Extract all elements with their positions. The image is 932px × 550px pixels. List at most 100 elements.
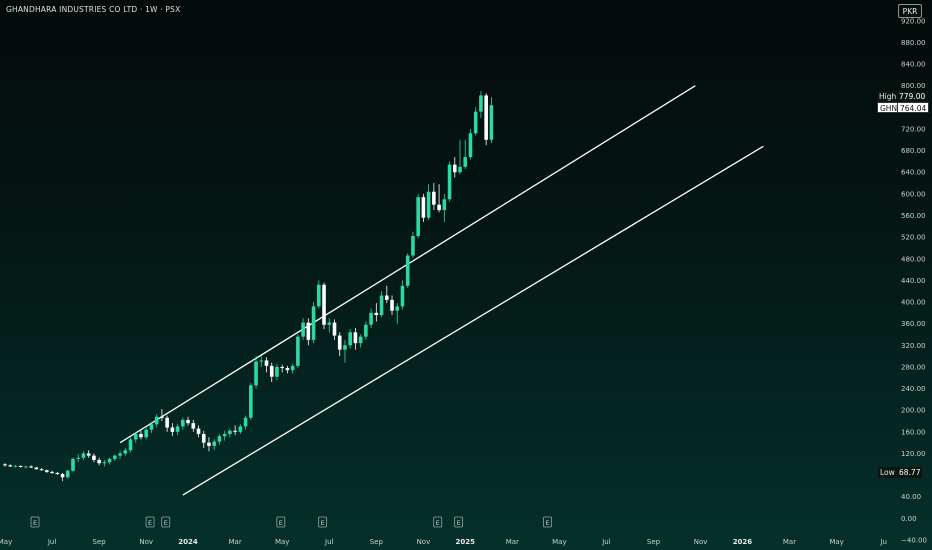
- x-tick-label: Mar: [229, 538, 242, 546]
- candle: [374, 303, 379, 322]
- candle: [452, 157, 457, 178]
- candle: [34, 466, 39, 470]
- candle-body: [222, 434, 227, 437]
- y-tick-label: 400.00: [901, 299, 926, 307]
- candle-body: [191, 423, 196, 429]
- candle-body: [296, 336, 300, 366]
- candle-body: [489, 105, 494, 140]
- candle-body: [13, 465, 18, 467]
- candle: [243, 415, 248, 430]
- candle-body: [175, 426, 180, 432]
- x-tick-label: 2025: [455, 538, 475, 546]
- candle: [123, 448, 128, 456]
- low-value: 68.77: [897, 467, 923, 478]
- candle-body: [212, 441, 216, 446]
- candle: [113, 454, 117, 462]
- y-tick-label: 840.00: [901, 61, 926, 69]
- candle-body: [254, 361, 258, 386]
- candle: [133, 431, 138, 443]
- candle: [24, 465, 28, 469]
- candle-body: [374, 312, 379, 316]
- candle: [249, 383, 253, 420]
- currency-button[interactable]: PKR: [898, 4, 922, 18]
- candle-body: [97, 459, 101, 464]
- event-label: E: [279, 519, 283, 527]
- candle: [458, 139, 462, 175]
- candle-body: [107, 458, 112, 463]
- x-tick-label: Nov: [694, 538, 708, 546]
- candle: [426, 184, 431, 220]
- candle-body: [65, 470, 70, 478]
- candles: [3, 91, 494, 482]
- event-box: [30, 516, 40, 528]
- candle: [311, 302, 316, 344]
- candle: [128, 437, 133, 453]
- high-value: 779.00: [897, 91, 928, 102]
- candle: [442, 193, 447, 222]
- candle: [228, 428, 232, 438]
- event-marker: E: [543, 516, 552, 528]
- y-tick-label: 480.00: [901, 255, 926, 263]
- channel-lines: [119, 85, 764, 496]
- x-tick-label: Sep: [93, 538, 107, 546]
- candle-body: [139, 434, 143, 438]
- event-box: [454, 516, 464, 528]
- candle: [92, 453, 96, 463]
- candle-body: [154, 416, 159, 425]
- x-tick-label: Sep: [647, 538, 661, 546]
- candle-body: [228, 430, 232, 434]
- candle: [411, 231, 415, 258]
- candle-body: [405, 255, 410, 286]
- x-tick-label: Jul: [324, 538, 334, 546]
- candle: [379, 291, 384, 318]
- candle: [364, 321, 368, 340]
- candle: [343, 339, 347, 363]
- candle-body: [280, 366, 284, 369]
- candle: [102, 459, 107, 467]
- candle: [337, 332, 342, 357]
- candle: [416, 193, 420, 239]
- y-tick-label: 200.00: [901, 407, 926, 415]
- candle-body: [348, 332, 352, 346]
- high-label: High: [877, 91, 899, 102]
- candle: [8, 464, 13, 467]
- x-tick-label: Mar: [506, 538, 519, 546]
- candle-body: [201, 434, 206, 443]
- candle: [149, 422, 154, 433]
- y-tick-label: 0.00: [901, 515, 917, 523]
- candle-body: [479, 95, 483, 112]
- chart-title: GHANDHARA INDUSTRIES CO LTD · 1W · PSX: [6, 5, 181, 14]
- candle-body: [432, 191, 436, 205]
- candle: [468, 128, 473, 160]
- candle-body: [186, 419, 190, 424]
- candle: [60, 472, 65, 482]
- candle: [280, 364, 284, 373]
- candle: [348, 329, 352, 349]
- candle-body: [468, 133, 473, 158]
- candle-body: [102, 462, 107, 464]
- event-label: E: [321, 519, 325, 527]
- x-tick-label: Mar: [783, 538, 796, 546]
- candle-body: [416, 197, 420, 237]
- candle-body: [343, 345, 347, 350]
- event-box: [543, 516, 552, 528]
- candle: [479, 91, 483, 119]
- event-box: [318, 516, 328, 528]
- candle-body: [29, 466, 33, 468]
- candle-body: [317, 284, 321, 307]
- candle-body: [437, 204, 441, 211]
- candle-body: [207, 442, 211, 446]
- event-box: [145, 516, 155, 528]
- candle: [264, 357, 269, 373]
- event-label: E: [457, 519, 461, 527]
- candle-body: [473, 111, 478, 134]
- candle-body: [8, 465, 13, 467]
- candle: [484, 93, 488, 146]
- candle: [170, 423, 175, 437]
- candle: [39, 468, 44, 471]
- candle: [186, 416, 190, 426]
- candle-body: [463, 157, 468, 167]
- candle: [301, 318, 305, 340]
